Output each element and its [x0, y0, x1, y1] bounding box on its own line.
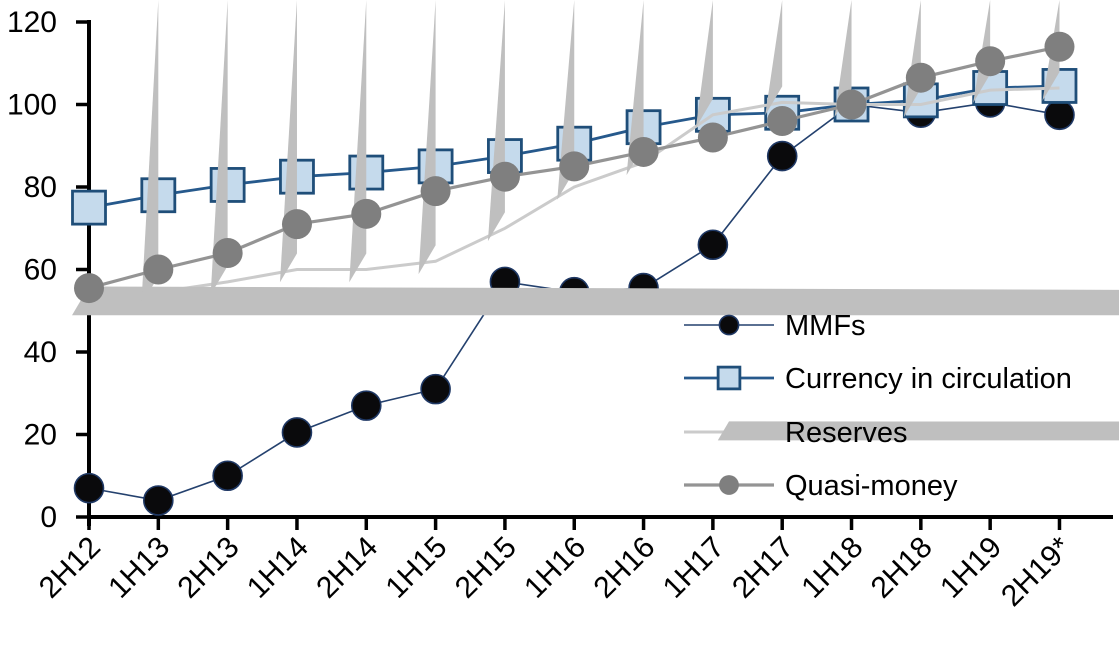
marker-quasi-money	[212, 238, 243, 268]
marker-quasi-money	[143, 254, 174, 285]
legend-marker-mmfs	[718, 314, 740, 336]
x-axis-tick-label: 1H14	[241, 531, 315, 605]
marker-reserves	[279, 0, 297, 283]
x-axis-tick-label: 1H13	[102, 531, 176, 605]
y-axis-tick-label: 120	[7, 6, 57, 39]
x-axis-tick-label: 2H19*	[995, 530, 1078, 613]
series-line-reserves	[88, 86, 1060, 304]
y-axis-tick-label: 80	[24, 171, 57, 204]
x-axis-tick-label: 2H17	[726, 531, 800, 605]
marker-reserves	[418, 0, 436, 275]
y-axis-tick-label: 60	[24, 254, 57, 287]
marker-reserves	[349, 0, 367, 283]
marker-quasi-money	[1044, 31, 1075, 62]
legend-label-reserves: Reserves	[785, 417, 908, 449]
marker-reserves	[141, 0, 159, 305]
marker-reserves	[626, 0, 644, 176]
marker-quasi-money	[905, 62, 936, 93]
x-axis-tick-label: 2H15	[449, 531, 523, 605]
marker-reserves	[765, 0, 783, 116]
x-axis-tick-label: 1H17	[657, 531, 731, 605]
marker-mmfs	[1044, 99, 1075, 131]
x-axis-tick-label: 2H18	[865, 531, 939, 605]
marker-quasi-money	[975, 46, 1006, 77]
legend-marker-reserves	[717, 421, 1119, 441]
marker-mmfs	[766, 140, 798, 172]
marker-quasi-money	[628, 136, 659, 167]
y-axis-tick-label: 100	[7, 89, 57, 122]
y-axis-tick-label: 0	[40, 501, 57, 534]
marker-reserves	[695, 0, 713, 128]
marker-quasi-money	[420, 176, 451, 207]
marker-reserves	[210, 0, 228, 295]
marker-reserves	[72, 286, 1119, 316]
x-axis-tick-label: 1H15	[380, 531, 454, 605]
legend-label-quasi-money: Quasi-money	[785, 470, 958, 502]
x-axis-tick-label: 2H13	[172, 531, 246, 605]
x-axis-tick-label: 2H12	[33, 531, 107, 605]
marker-mmfs	[420, 373, 451, 405]
legend-marker-currency-in-circulation	[716, 365, 742, 391]
legend-label-currency-in-circulation: Currency in circulation	[785, 363, 1072, 395]
marker-mmfs	[212, 460, 243, 492]
y-axis-tick-label: 40	[24, 336, 57, 369]
marker-mmfs	[73, 472, 105, 504]
marker-quasi-money	[489, 161, 520, 192]
legend-marker-quasi-money	[719, 475, 739, 495]
marker-quasi-money	[281, 209, 312, 240]
marker-quasi-money	[351, 198, 382, 229]
marker-quasi-money	[697, 122, 728, 153]
marker-reserves	[487, 0, 505, 242]
marker-reserves	[834, 0, 852, 118]
marker-mmfs	[350, 390, 382, 421]
marker-quasi-money	[559, 151, 590, 182]
x-axis-tick-label: 2H14	[310, 531, 384, 605]
x-axis-tick-label: 2H16	[587, 531, 661, 605]
x-axis-tick-label: 1H19	[934, 531, 1008, 605]
marker-mmfs	[143, 485, 174, 516]
marker-reserves	[557, 0, 575, 200]
y-axis-tick-label: 20	[24, 419, 57, 452]
marker-currency-in-circulation	[71, 189, 107, 226]
legend-label-mmfs: MMFs	[785, 310, 866, 342]
marker-mmfs	[281, 417, 313, 448]
marker-quasi-money	[836, 89, 867, 120]
marker-quasi-money	[767, 106, 798, 136]
x-axis-tick-label: 1H16	[518, 531, 592, 605]
marker-quasi-money	[74, 273, 104, 304]
x-axis-tick-label: 1H18	[795, 531, 869, 605]
marker-mmfs	[697, 229, 729, 261]
